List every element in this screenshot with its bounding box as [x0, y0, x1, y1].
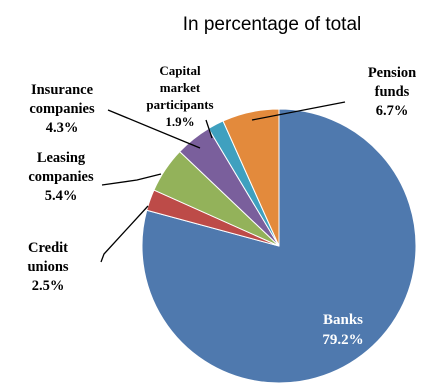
name-label: market: [160, 80, 201, 95]
leader-line-insurance-companies: [107, 109, 201, 149]
name-label: Leasing: [37, 150, 86, 166]
label-leasing-companies: Leasing companies 5.4%: [28, 150, 94, 204]
pie-slice-pension-funds: [222, 108, 280, 247]
leader-line-credit-unions: [100, 205, 149, 263]
leader-lines: [100, 101, 346, 263]
slice-labels: Banks 79.2% Credit unions 2.5% Leasing compani…: [27, 63, 416, 348]
name-label: Pension: [368, 65, 416, 81]
pie-slices: [141, 108, 417, 384]
label-insurance-companies: Insurance companies 4.3%: [29, 82, 95, 136]
label-pension-funds: Pension funds 6.7%: [368, 65, 416, 119]
name-label: companies: [29, 101, 95, 117]
value-label: 79.2%: [322, 332, 363, 348]
value-label: 4.3%: [46, 120, 79, 136]
value-label: 1.9%: [165, 114, 194, 129]
chart-title: In percentage of total: [183, 14, 362, 35]
name-label: companies: [28, 169, 94, 185]
leader-line-pension-funds: [251, 101, 346, 121]
name-label: unions: [27, 259, 68, 275]
label-credit-unions: Credit unions 2.5%: [27, 240, 68, 294]
name-label: funds: [375, 84, 410, 100]
name-label: Capital: [159, 63, 201, 78]
name-label: participants: [146, 97, 213, 112]
leader-line-capital-market-participants: [205, 119, 213, 139]
name-label: Credit: [28, 240, 68, 256]
value-label: 2.5%: [32, 278, 65, 294]
leader-line-leasing-companies: [101, 173, 162, 186]
name-label: Insurance: [31, 82, 94, 98]
value-label: 5.4%: [45, 188, 78, 204]
label-capital-market-participants: Capital market participants 1.9%: [146, 63, 213, 129]
value-label: 6.7%: [376, 103, 409, 119]
name-label: Banks: [323, 312, 363, 328]
label-banks: Banks 79.2%: [322, 312, 363, 348]
